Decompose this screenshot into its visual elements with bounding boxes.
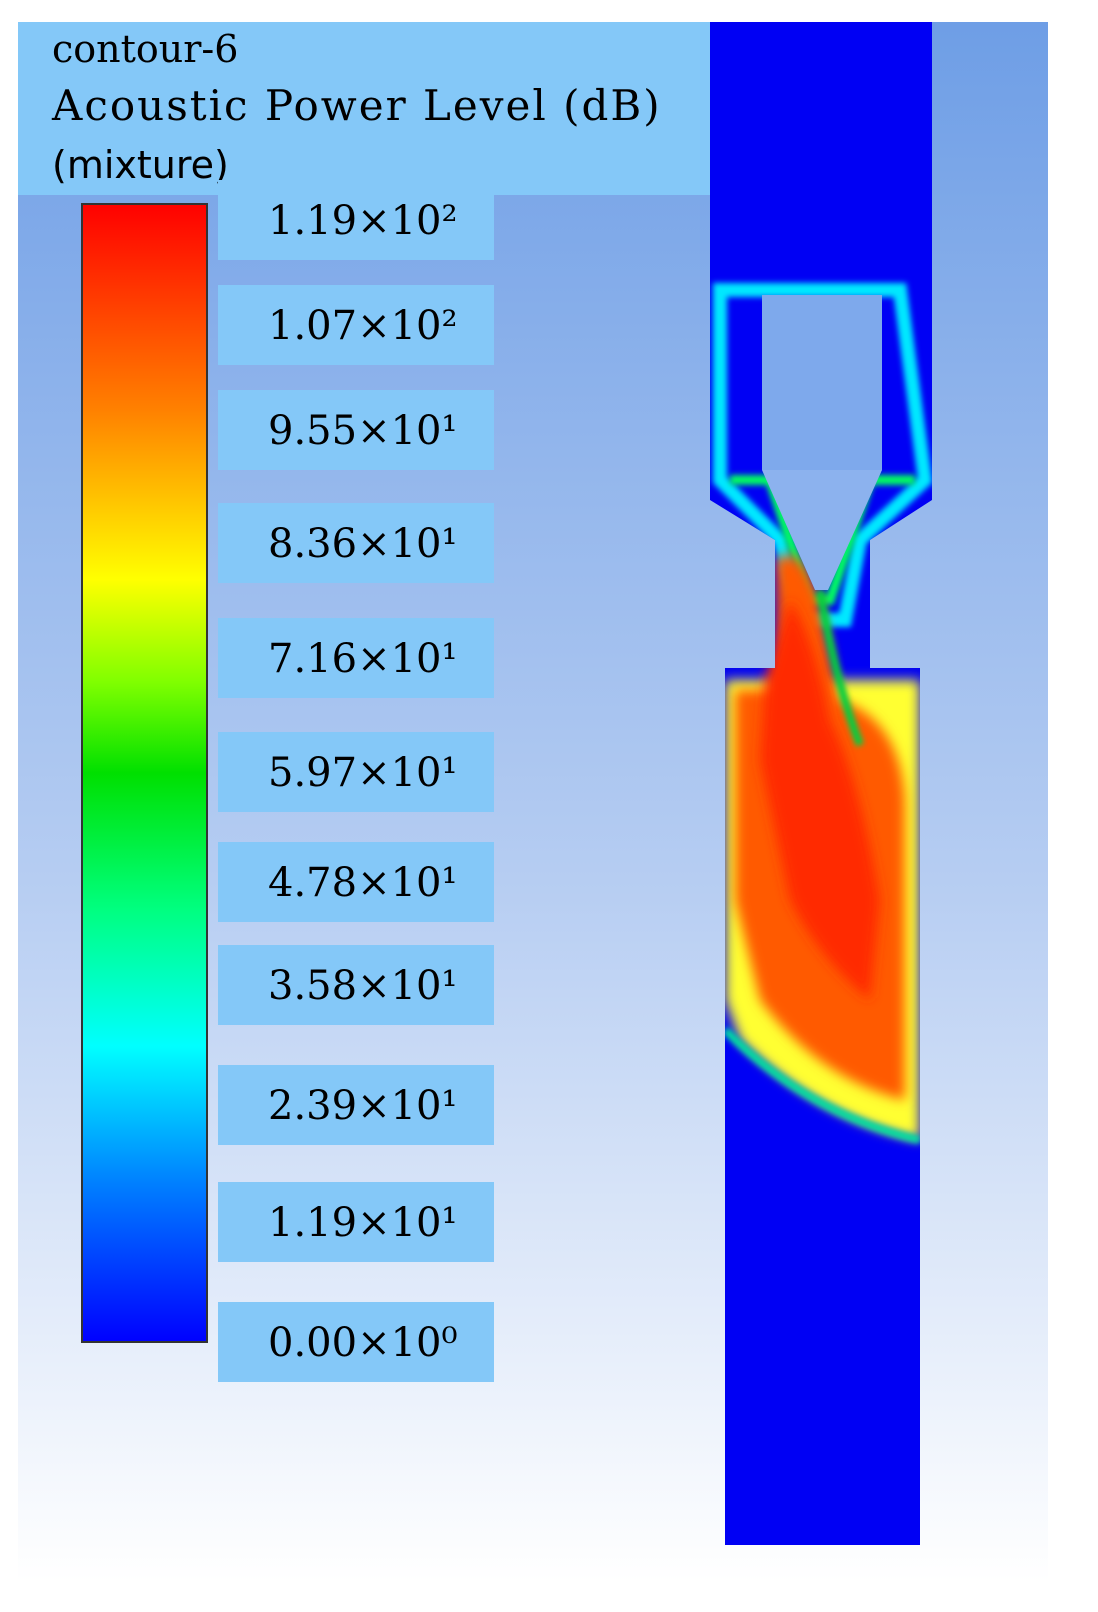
legend-label: 0.00×10⁰: [268, 1320, 458, 1366]
label-box: [218, 180, 494, 260]
label-box: [218, 1182, 494, 1262]
label-box: [218, 1302, 494, 1382]
title-line: (mixture): [52, 143, 229, 187]
legend-label: 2.39×10¹: [268, 1083, 458, 1129]
legend-label: 9.55×10¹: [268, 408, 458, 454]
legend-labels: 1.19×10² 1.07×10² 9.55×10¹ 8.36×10¹ 7.16×10¹…: [218, 180, 494, 1382]
label-box: [218, 618, 494, 698]
title-box: [18, 22, 710, 195]
legend-label: 1.19×10¹: [268, 1200, 458, 1246]
contour-domain: [710, 22, 932, 1545]
label-box: [218, 503, 494, 583]
label-box: [218, 842, 494, 922]
legend-label: 5.97×10¹: [268, 750, 458, 796]
legend-label: 1.07×10²: [268, 303, 458, 349]
obstacle: [762, 295, 882, 470]
legend-label: 4.78×10¹: [268, 860, 458, 906]
color-bar: [81, 203, 208, 1343]
legend-label: 8.36×10¹: [268, 521, 458, 567]
label-box: [218, 945, 494, 1025]
legend-label: 3.58×10¹: [268, 963, 458, 1009]
label-box: [218, 285, 494, 365]
label-box: [218, 732, 494, 812]
title-line: contour-6: [52, 27, 238, 71]
label-box: [218, 1065, 494, 1145]
legend-label: 1.19×10²: [268, 198, 458, 244]
title-line: Acoustic Power Level (dB): [51, 81, 662, 130]
obstacle-tip: [762, 470, 882, 590]
legend-label: 7.16×10¹: [268, 636, 458, 682]
label-box: [218, 390, 494, 470]
